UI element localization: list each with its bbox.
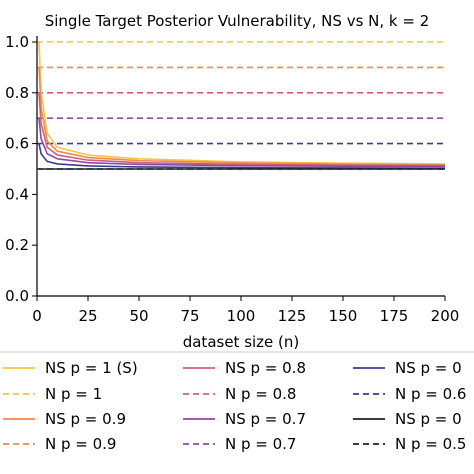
x-tick-label: 75 [180,307,199,325]
x-tick-label: 150 [329,307,358,325]
legend-label: N p = 0.6 [395,385,466,403]
y-tick-label: 0.0 [5,287,29,305]
legend-label: N p = 0.9 [45,435,116,453]
x-axis-label: dataset size (n) [183,333,300,351]
legend-label: NS p = 1 (S) [45,359,138,377]
x-tick-label: 25 [78,307,97,325]
x-tick-label: 175 [380,307,409,325]
x-tick-label: 50 [129,307,148,325]
legend: NS p = 1 (S) N p = 1 NS p = 0.9 N p = 0.9 NS… [0,351,474,474]
legend-label: NS p = 0 [395,410,462,428]
y-tick-label: 0.2 [5,236,29,254]
y-tick-label: 0.4 [5,185,29,203]
y-tick-label: 0.8 [5,84,29,102]
ns-line-0-9 [38,67,446,166]
y-tick-label: 0.6 [5,135,29,153]
ns-line-0-6 [38,143,446,170]
legend-frame [0,351,474,474]
y-tick-label: 1.0 [5,33,29,51]
legend-label: N p = 1 [45,385,102,403]
x-tick-label: 100 [227,307,256,325]
x-tick-label: 200 [431,307,460,325]
ns-line-1 [38,41,446,165]
legend-label: N p = 0.8 [225,385,296,403]
legend-label: NS p = 0 [395,359,462,377]
legend-label: NS p = 0.9 [45,410,126,428]
ns-line-0-8 [38,92,446,167]
legend-label: NS p = 0.7 [225,410,306,428]
legend-label: NS p = 0.8 [225,359,306,377]
x-tick-label: 0 [32,307,42,325]
axes: 0 25 50 75 100 125 150 175 200 0.0 0.2 0.4 0.6 0.8 1.0 [5,33,459,325]
plot-lines [37,41,446,170]
legend-label: N p = 0.7 [225,435,296,453]
x-tick-label: 125 [278,307,307,325]
chart-title: Single Target Posterior Vulnerability, N… [45,12,430,30]
ns-line-0-7 [38,118,446,168]
legend-label: N p = 0.5 [395,435,466,453]
